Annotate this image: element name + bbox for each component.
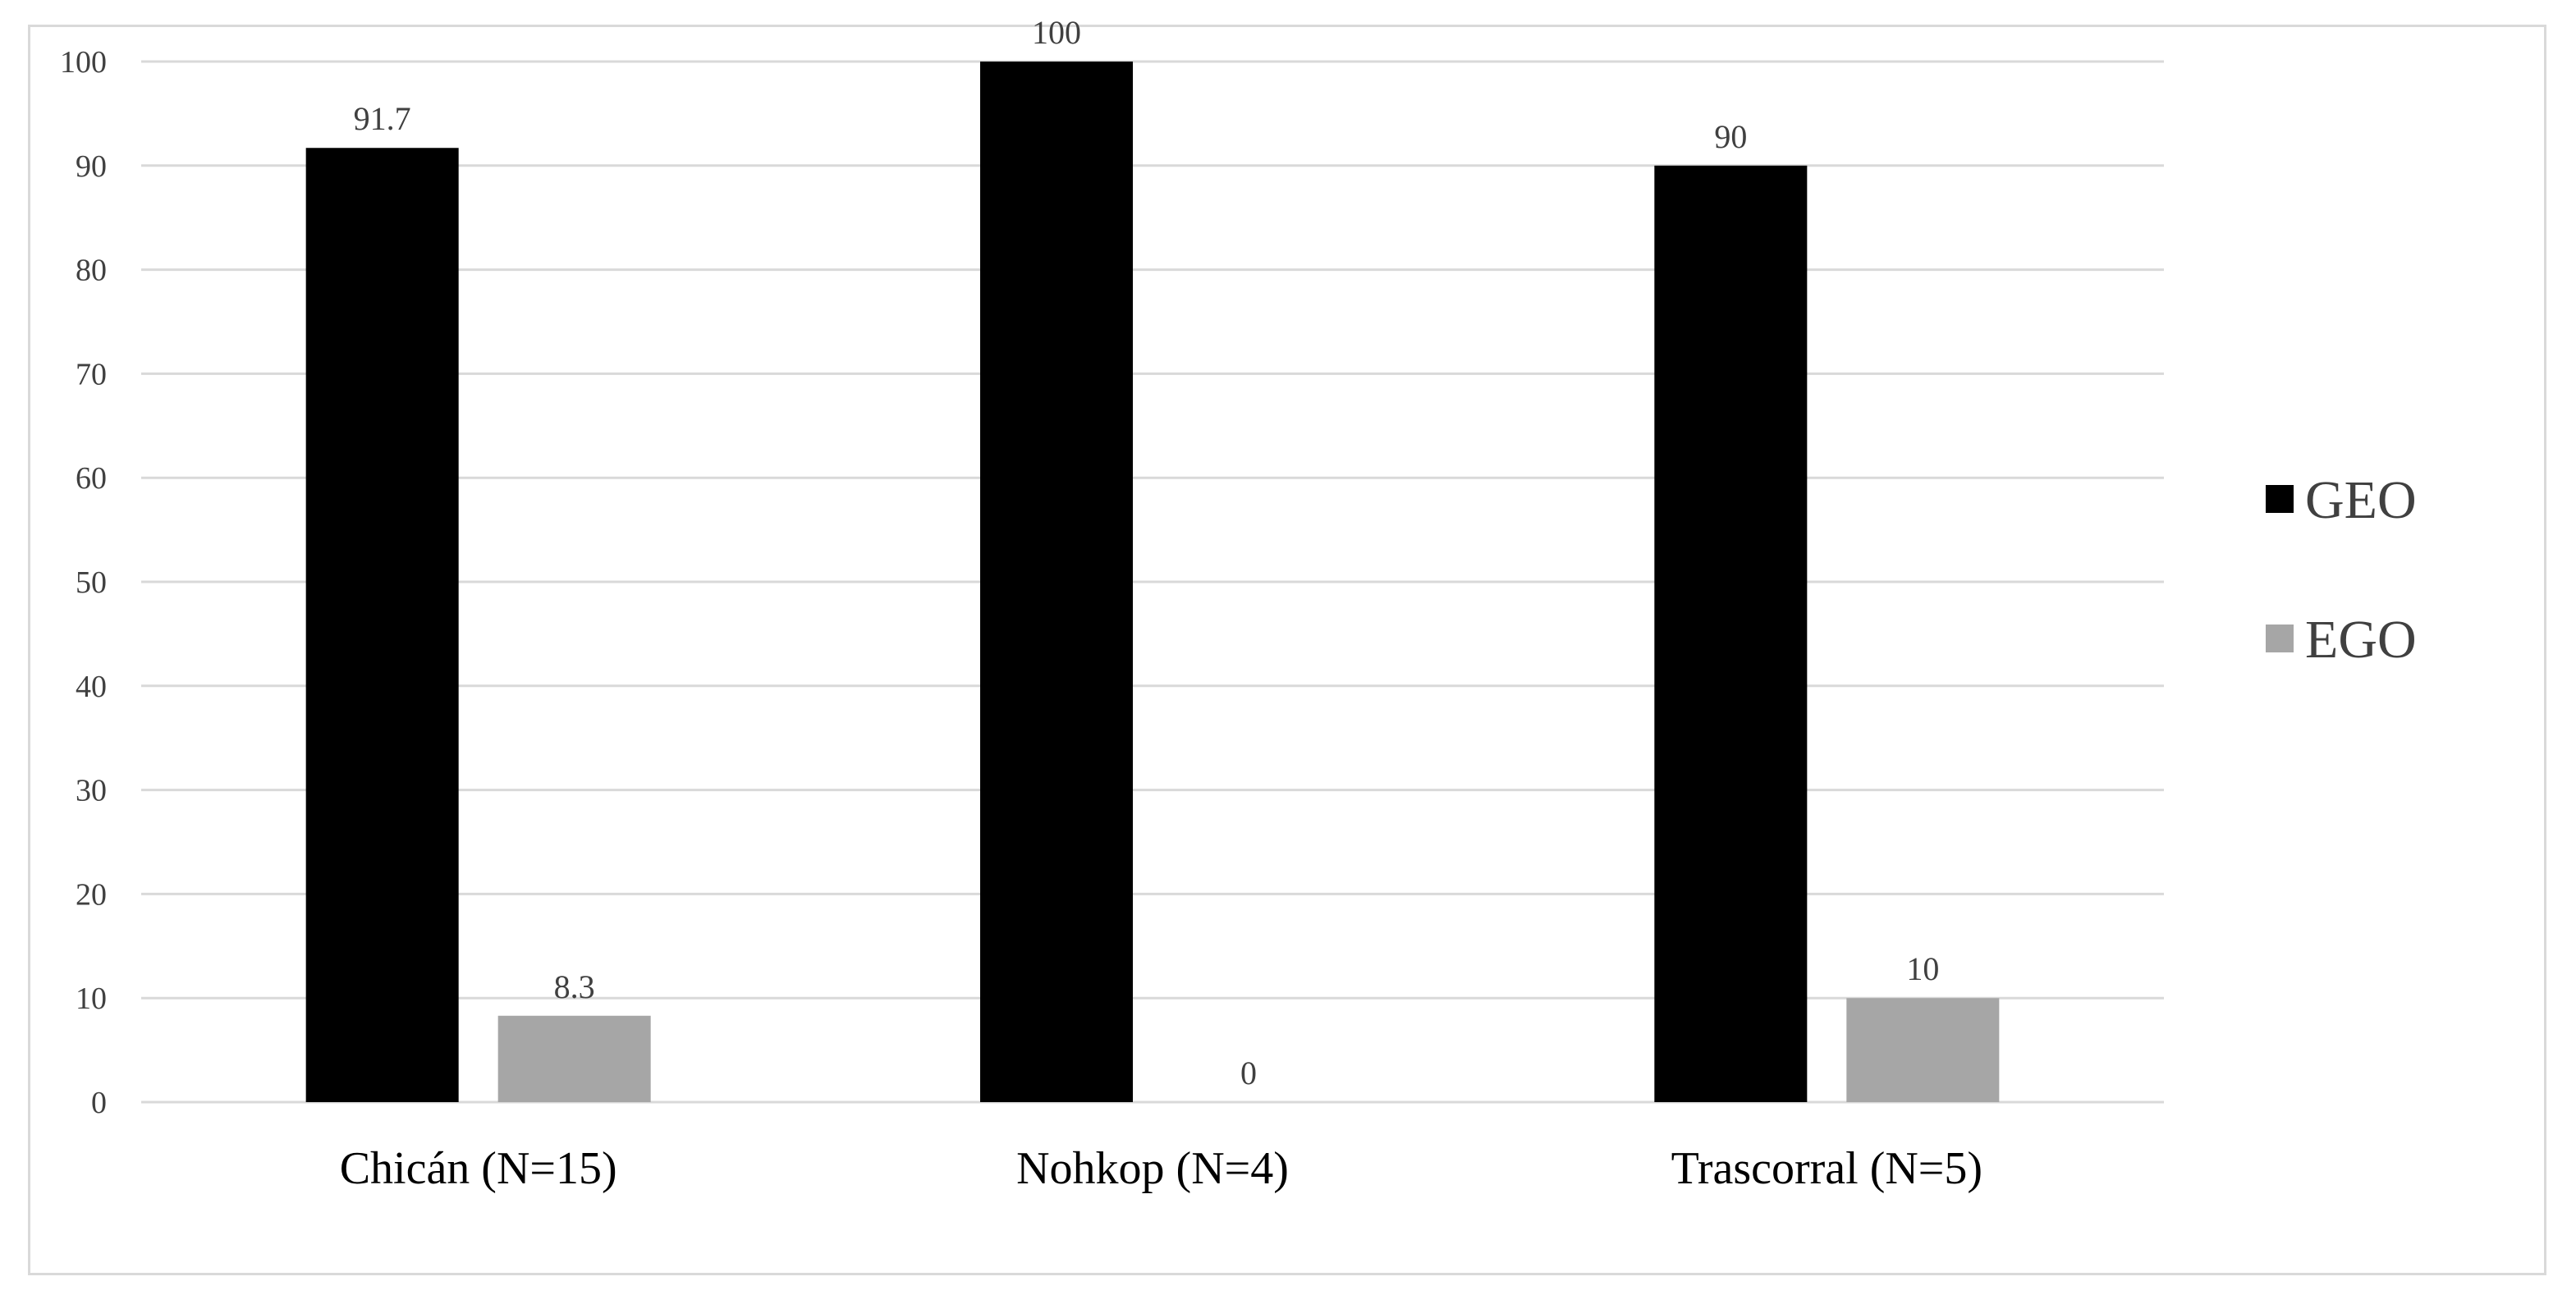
x-axis-category-labels: Chicán (N=15) Nohkop (N=4) Trascorral (N=5…: [340, 1143, 1982, 1194]
legend-label-ego: EGO: [2305, 610, 2417, 670]
bar-geo: [305, 148, 459, 1102]
legend: GEO EGO: [2266, 470, 2417, 670]
y-tick-label: 80: [76, 254, 107, 288]
legend-swatch-geo: [2266, 485, 2294, 513]
bar-geo: [1654, 165, 1808, 1102]
y-tick-label: 70: [76, 357, 107, 391]
y-tick-label: 10: [76, 981, 107, 1016]
data-label-ego: 10: [1906, 950, 1939, 987]
y-tick-label: 40: [76, 670, 107, 704]
bar-ego: [497, 1015, 651, 1102]
bar-ego: [1846, 998, 2000, 1102]
y-axis-tick-labels: 0 10 20 30 40 50 60 70 80 90 100: [60, 45, 107, 1120]
y-tick-label: 90: [76, 149, 107, 184]
y-tick-label: 20: [76, 877, 107, 912]
y-tick-label: 0: [91, 1086, 107, 1120]
legend-swatch-ego: [2266, 625, 2294, 652]
category-label: Chicán (N=15): [340, 1143, 617, 1194]
y-tick-label: 50: [76, 565, 107, 600]
bars: [305, 62, 2000, 1102]
data-label-geo: 90: [1714, 118, 1747, 155]
category-label: Nohkop (N=4): [1016, 1143, 1289, 1194]
y-tick-label: 30: [76, 774, 107, 808]
y-tick-label: 60: [76, 461, 107, 496]
data-labels: 91.7 8.3 100 0 90 10: [354, 14, 1940, 1091]
legend-label-geo: GEO: [2305, 470, 2417, 530]
category-label: Trascorral (N=5): [1671, 1143, 1982, 1194]
bar-geo: [980, 62, 1133, 1102]
data-label-ego: 0: [1240, 1055, 1257, 1091]
y-tick-label: 100: [60, 45, 107, 80]
data-label-geo: 100: [1032, 14, 1081, 51]
data-label-ego: 8.3: [554, 968, 595, 1005]
data-label-geo: 91.7: [354, 100, 411, 137]
gridlines: [141, 60, 2164, 1104]
